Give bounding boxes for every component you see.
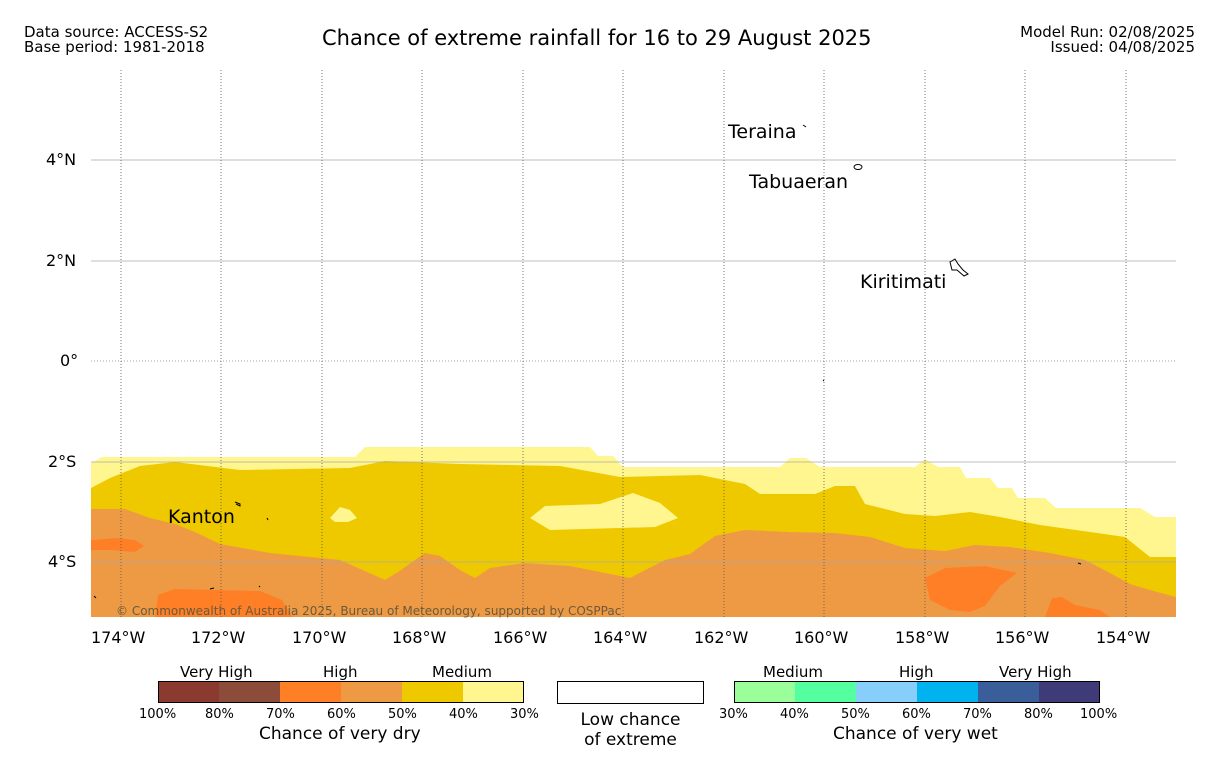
model-run-text: Model Run: 02/08/2025 <box>1020 23 1195 41</box>
dry-tick-50: 50% <box>388 707 417 722</box>
legend-low-chance-line2: of extreme <box>584 730 677 750</box>
legend-dry-medium-label: Medium <box>432 663 492 681</box>
wet-tick-100: 100% <box>1080 707 1118 722</box>
dry-tick-70: 70% <box>266 707 295 722</box>
dry-swatch-70-80 <box>219 681 280 703</box>
lat-label-0: 0° <box>60 351 79 370</box>
lon-label-160w: 160°W <box>794 628 849 647</box>
wet-swatch-60-70 <box>917 681 978 703</box>
island-outlines <box>93 124 1082 599</box>
legend-wet-medium-label: Medium <box>763 663 823 681</box>
wet-tick-40: 40% <box>780 707 809 722</box>
lon-label-156w: 156°W <box>995 628 1050 647</box>
lon-label-168w: 168°W <box>392 628 447 647</box>
wet-swatch-70-80 <box>978 681 1039 703</box>
lon-label-166w: 166°W <box>493 628 548 647</box>
wet-swatch-30-40 <box>734 681 795 703</box>
legend-dry-colorbar <box>158 681 524 703</box>
lon-label-174w: 174°W <box>91 628 146 647</box>
lon-label-158w: 158°W <box>895 628 950 647</box>
lat-label-2s: 2°S <box>48 452 77 471</box>
lat-label-2n: 2°N <box>46 251 77 270</box>
dry-tick-40: 40% <box>449 707 478 722</box>
wet-tick-50: 50% <box>841 707 870 722</box>
legend-dry-very-high-label: Very High <box>180 663 253 681</box>
place-label-teraina: Teraina <box>728 121 797 143</box>
lon-label-164w: 164°W <box>593 628 648 647</box>
dry-swatch-40-50 <box>402 681 463 703</box>
lon-label-170w: 170°W <box>292 628 347 647</box>
dry-tick-60: 60% <box>327 707 356 722</box>
dry-tick-30: 30% <box>510 707 539 722</box>
dry-swatch-80-100 <box>158 681 219 703</box>
lon-label-162w: 162°W <box>694 628 749 647</box>
dry-tick-100: 100% <box>139 707 177 722</box>
place-label-tabuaeran: Tabuaeran <box>749 171 849 193</box>
legend-wet-colorbar <box>734 681 1100 703</box>
lat-label-4n: 4°N <box>46 150 77 169</box>
base-period-text: Base period: 1981-2018 <box>24 38 205 56</box>
wet-tick-70: 70% <box>963 707 992 722</box>
legend-dry-caption: Chance of very dry <box>259 724 421 744</box>
legend-wet-very-high-label: Very High <box>999 663 1072 681</box>
legend-wet-high-label: High <box>899 663 934 681</box>
data-source-text: Data source: ACCESS-S2 <box>24 23 209 41</box>
dry-swatch-30-40 <box>463 681 524 703</box>
issued-text: Issued: 04/08/2025 <box>1050 38 1195 56</box>
legend-wet-caption: Chance of very wet <box>833 724 998 744</box>
rainfall-chance-shading <box>91 447 1176 617</box>
place-label-kiritimati: Kiritimati <box>860 271 947 293</box>
dry-swatch-60-70 <box>280 681 341 703</box>
legend-dry-high-label: High <box>323 663 358 681</box>
legend-low-chance-line1: Low chance <box>580 710 681 730</box>
wet-tick-30: 30% <box>719 707 748 722</box>
latitude-gridlines <box>91 159 1176 563</box>
dry-tick-80: 80% <box>205 707 234 722</box>
wet-swatch-40-50 <box>795 681 856 703</box>
wet-swatch-80-100 <box>1039 681 1100 703</box>
lon-label-172w: 172°W <box>191 628 246 647</box>
lon-label-154w: 154°W <box>1096 628 1151 647</box>
place-label-kanton: Kanton <box>168 506 235 528</box>
map-title: Chance of extreme rainfall for 16 to 29 … <box>322 26 872 50</box>
wet-swatch-50-60 <box>856 681 917 703</box>
copyright-notice: © Commonwealth of Australia 2025, Bureau… <box>116 604 622 618</box>
wet-tick-80: 80% <box>1024 707 1053 722</box>
lat-label-4s: 4°S <box>48 552 77 571</box>
wet-tick-60: 60% <box>902 707 931 722</box>
legend-low-chance-swatch <box>557 681 704 704</box>
dry-swatch-50-60 <box>341 681 402 703</box>
longitude-gridlines <box>120 70 1127 617</box>
